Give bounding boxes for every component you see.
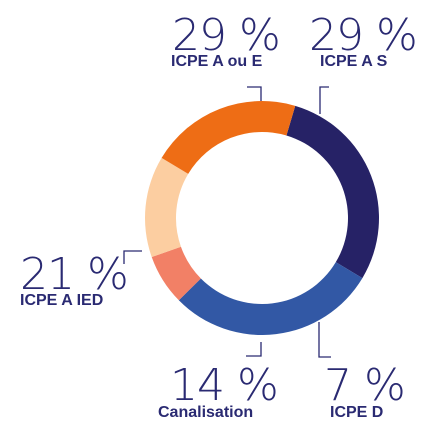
- slice-percent-icpe-a-s: 29 %: [309, 10, 418, 61]
- slice-label-icpe-d: ICPE D: [330, 404, 384, 421]
- slice-percent-icpe-d: 7 %: [324, 360, 406, 411]
- slice-percent-icpe-a-ou-e: 29 %: [172, 10, 281, 61]
- slice-percent-icpe-a-ied: 21 %: [20, 249, 129, 300]
- slice-label-icpe-a-ied: ICPE A IED: [20, 292, 104, 309]
- donut-slice-icpe-a-ou-e: [286, 105, 379, 279]
- connector-icpe-d: [318, 322, 331, 358]
- connector-icpe-a-ou-e: [247, 86, 262, 101]
- slice-percent-canalisation: 14 %: [170, 360, 279, 411]
- connector-icpe-a-ied: [123, 250, 142, 264]
- slice-label-canalisation: Canalisation: [158, 404, 254, 421]
- donut-slice-canalisation: [145, 157, 189, 258]
- connector-icpe-a-s: [319, 86, 329, 114]
- donut-slice-icpe-a-s: [178, 262, 363, 335]
- slice-label-icpe-a-ou-e: ICPE A ou E: [171, 53, 263, 70]
- donut-slice-icpe-d: [151, 246, 201, 301]
- donut-slice-icpe-a-ied: [161, 101, 296, 174]
- connector-canalisation: [246, 342, 262, 357]
- slice-label-icpe-a-s: ICPE A S: [320, 53, 388, 70]
